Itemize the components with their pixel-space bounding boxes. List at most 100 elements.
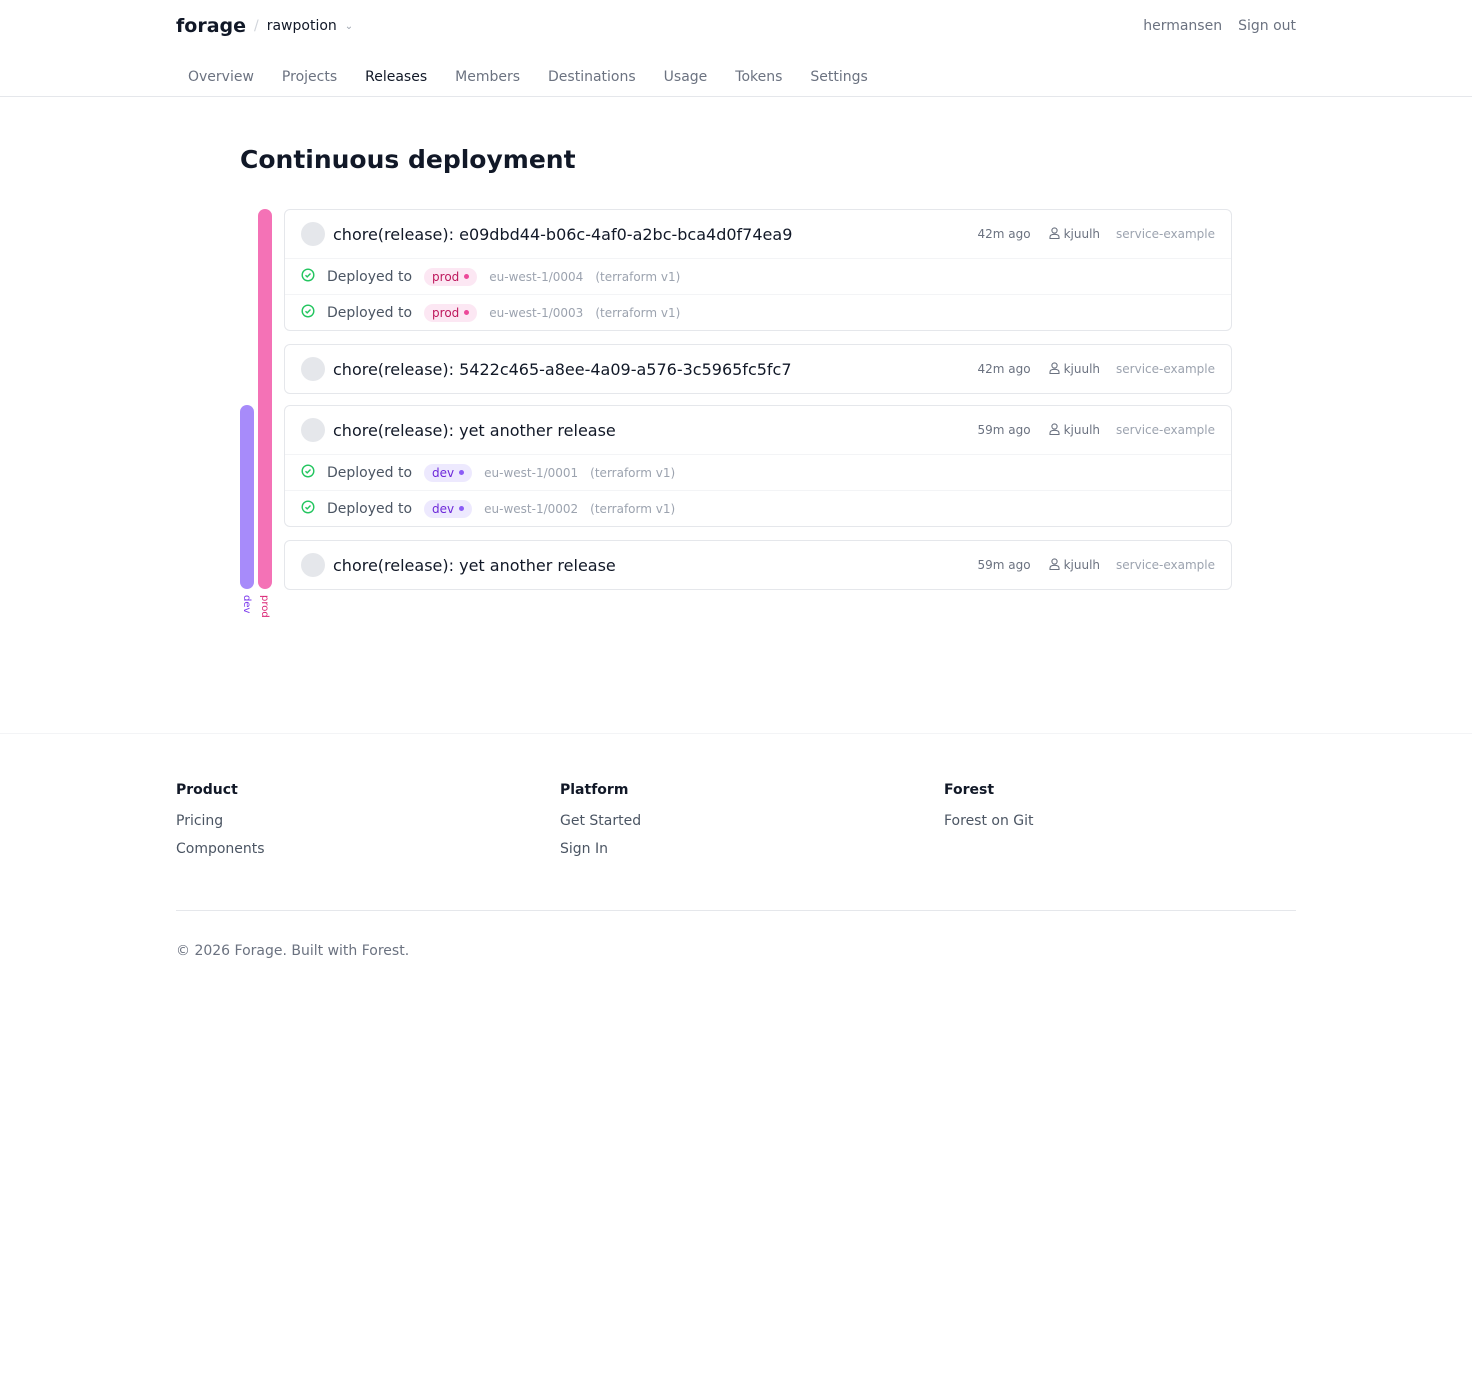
user-icon xyxy=(1049,422,1060,438)
separator: / xyxy=(254,18,259,34)
dev-rail-label: dev xyxy=(241,595,252,614)
release-title[interactable]: chore(release): yet another release xyxy=(333,420,616,440)
environment-badge[interactable]: prod xyxy=(424,267,478,286)
user-name[interactable]: hermansen xyxy=(1143,18,1223,34)
check-circle-icon xyxy=(301,499,315,518)
footer-heading: Forest xyxy=(944,782,995,798)
footer-bottom-divider xyxy=(176,910,1296,911)
footer-divider xyxy=(0,733,1472,734)
status-dot xyxy=(459,470,465,475)
copyright: © 2026 Forage. Built with Forest. xyxy=(176,943,410,959)
environment-name: dev xyxy=(432,465,455,480)
destination-type: (terraform v1) xyxy=(595,305,681,320)
dev-rail xyxy=(240,405,254,589)
destination-name[interactable]: eu-west-1/0003 xyxy=(489,305,584,320)
footer-heading: Product xyxy=(176,782,238,798)
tab-members[interactable]: Members xyxy=(455,69,521,85)
tab-settings[interactable]: Settings xyxy=(810,69,868,85)
deployment-label: Deployed to xyxy=(327,464,413,481)
release-author[interactable]: kjuulh xyxy=(1063,558,1101,572)
release-project[interactable]: service-example xyxy=(1116,558,1215,572)
sign-out-link[interactable]: Sign out xyxy=(1238,18,1296,34)
status-dot xyxy=(464,310,470,315)
release-time: 42m ago xyxy=(977,362,1031,376)
check-circle-icon xyxy=(301,303,315,322)
release-author[interactable]: kjuulh xyxy=(1063,227,1101,241)
release-time: 59m ago xyxy=(977,558,1031,572)
tab-overview[interactable]: Overview xyxy=(188,69,254,85)
top-bar: forage / rawpotion ⌄ hermansen Sign out xyxy=(176,12,1296,40)
release-title[interactable]: chore(release): e09dbd44-b06c-4af0-a2bc-… xyxy=(333,224,793,244)
release-card[interactable]: chore(release): yet another release 59m … xyxy=(284,540,1232,590)
destination-name[interactable]: eu-west-1/0004 xyxy=(489,269,584,284)
page-title: Continuous deployment xyxy=(240,145,576,174)
user-icon xyxy=(1049,226,1060,242)
tab-tokens[interactable]: Tokens xyxy=(735,69,783,85)
tab-projects[interactable]: Projects xyxy=(281,69,338,85)
release-project[interactable]: service-example xyxy=(1116,362,1215,376)
destination-name[interactable]: eu-west-1/0002 xyxy=(484,501,579,516)
release-card[interactable]: chore(release): 5422c465-a8ee-4a09-a576-… xyxy=(284,344,1232,394)
environment-badge[interactable]: dev xyxy=(424,499,473,518)
release-header[interactable]: chore(release): 5422c465-a8ee-4a09-a576-… xyxy=(285,345,1231,393)
environment-badge[interactable]: dev xyxy=(424,463,473,482)
prod-rail-label: prod xyxy=(259,595,270,618)
footer-link[interactable]: Get Started xyxy=(560,813,642,829)
tab-destinations[interactable]: Destinations xyxy=(548,69,636,85)
release-author[interactable]: kjuulh xyxy=(1063,423,1101,437)
footer-link[interactable]: Forest on Git xyxy=(944,813,1034,829)
destination-name[interactable]: eu-west-1/0001 xyxy=(484,465,579,480)
footer-link[interactable]: Components xyxy=(176,841,265,857)
nav-divider xyxy=(0,96,1472,97)
destination-type: (terraform v1) xyxy=(590,465,676,480)
deployment-row: Deployed to dev eu-west-1/0001 (terrafor… xyxy=(285,454,1231,490)
avatar xyxy=(301,418,325,442)
check-circle-icon xyxy=(301,463,315,482)
destination-type: (terraform v1) xyxy=(590,501,676,516)
release-card[interactable]: chore(release): yet another release 59m … xyxy=(284,405,1232,527)
tab-releases[interactable]: Releases xyxy=(365,69,428,85)
environment-name: prod xyxy=(432,269,460,284)
deployment-label: Deployed to xyxy=(327,500,413,517)
environment-name: prod xyxy=(432,305,460,320)
footer-column: Forest Forest on Git xyxy=(944,782,1034,840)
check-circle-icon xyxy=(301,267,315,286)
tab-usage[interactable]: Usage xyxy=(663,69,708,85)
avatar xyxy=(301,357,325,381)
deployment-row: Deployed to prod eu-west-1/0003 (terrafo… xyxy=(285,294,1231,330)
environment-badge[interactable]: prod xyxy=(424,303,478,322)
release-header[interactable]: chore(release): yet another release 59m … xyxy=(285,406,1231,454)
user-icon xyxy=(1049,557,1060,573)
avatar xyxy=(301,222,325,246)
destination-type: (terraform v1) xyxy=(595,269,681,284)
deployment-row: Deployed to dev eu-west-1/0002 (terrafor… xyxy=(285,490,1231,526)
logo[interactable]: forage xyxy=(176,15,246,37)
deployment-label: Deployed to xyxy=(327,304,413,321)
prod-rail xyxy=(258,209,272,589)
deployment-label: Deployed to xyxy=(327,268,413,285)
release-time: 59m ago xyxy=(977,423,1031,437)
release-time: 42m ago xyxy=(977,227,1031,241)
release-project[interactable]: service-example xyxy=(1116,227,1215,241)
release-card[interactable]: chore(release): e09dbd44-b06c-4af0-a2bc-… xyxy=(284,209,1232,331)
footer-link[interactable]: Pricing xyxy=(176,813,224,829)
footer-link[interactable]: Sign In xyxy=(560,841,608,857)
footer-column: Platform Get Started Sign In xyxy=(560,782,641,868)
chevron-down-icon[interactable]: ⌄ xyxy=(344,20,354,32)
release-author[interactable]: kjuulh xyxy=(1063,362,1101,376)
user-icon xyxy=(1049,361,1060,377)
environment-name: dev xyxy=(432,501,455,516)
release-project[interactable]: service-example xyxy=(1116,423,1215,437)
release-title[interactable]: chore(release): 5422c465-a8ee-4a09-a576-… xyxy=(333,359,792,379)
footer-heading: Platform xyxy=(560,782,629,798)
main-nav: Overview Projects Releases Members Destinati… xyxy=(176,66,884,88)
release-title[interactable]: chore(release): yet another release xyxy=(333,555,616,575)
avatar xyxy=(301,553,325,577)
footer-column: Product Pricing Components xyxy=(176,782,265,868)
release-header[interactable]: chore(release): e09dbd44-b06c-4af0-a2bc-… xyxy=(285,210,1231,258)
status-dot xyxy=(464,274,470,279)
org-switcher[interactable]: rawpotion xyxy=(266,18,337,34)
status-dot xyxy=(459,506,465,511)
deployment-row: Deployed to prod eu-west-1/0004 (terrafo… xyxy=(285,258,1231,294)
release-header[interactable]: chore(release): yet another release 59m … xyxy=(285,541,1231,589)
